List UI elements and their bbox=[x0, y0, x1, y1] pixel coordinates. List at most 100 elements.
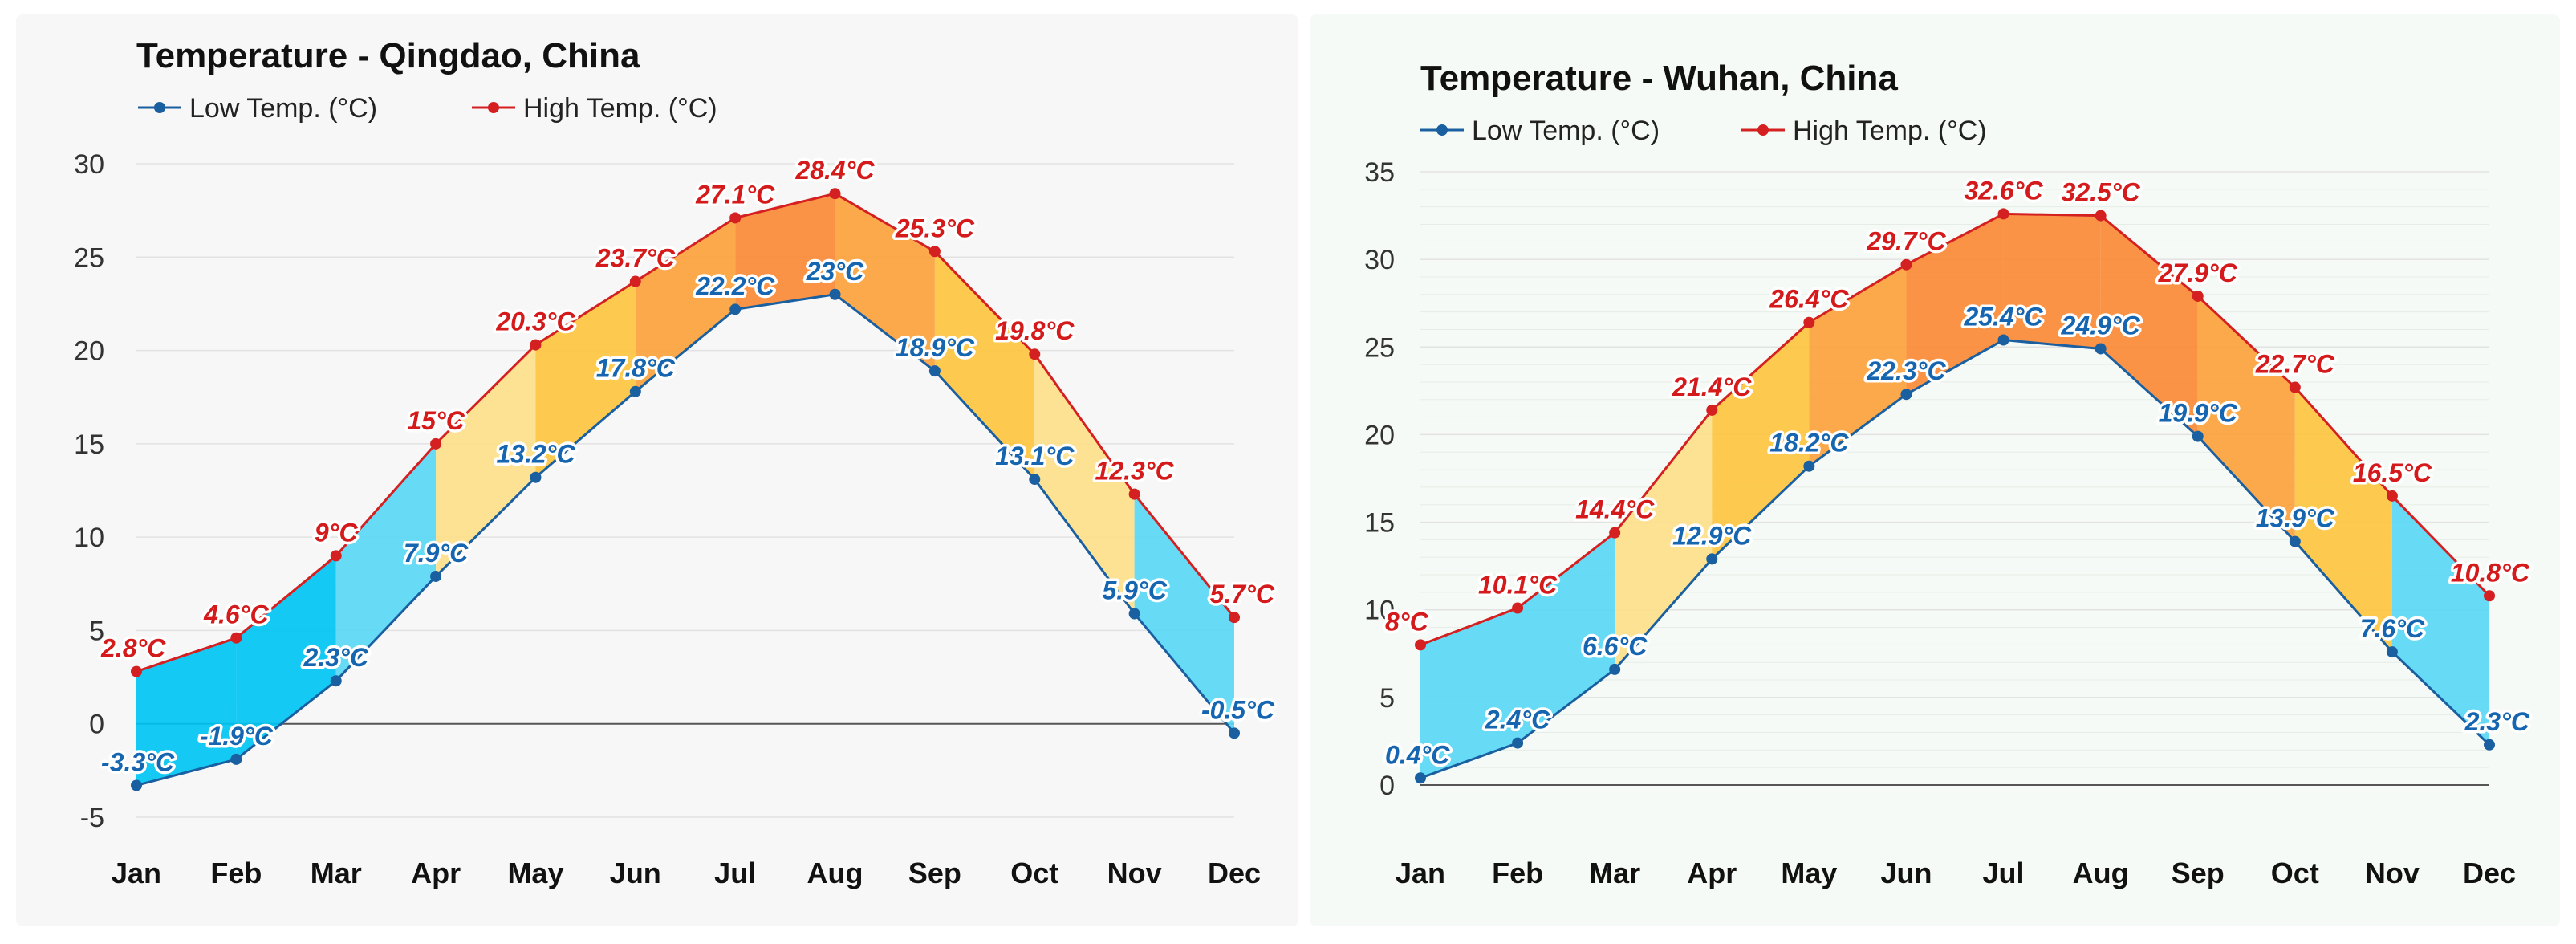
high-label-may: 26.4°C bbox=[1769, 285, 1849, 314]
x-tick-label-sep: Sep bbox=[2172, 857, 2225, 889]
low-point-aug[interactable] bbox=[829, 288, 841, 300]
high-point-apr[interactable] bbox=[430, 437, 442, 450]
legend-high-label[interactable]: High Temp. (°C) bbox=[523, 93, 717, 124]
low-label-oct: 13.9°C bbox=[2256, 504, 2335, 533]
band-segment-aug bbox=[2100, 215, 2198, 437]
low-point-dec[interactable] bbox=[2484, 739, 2495, 751]
low-point-jul[interactable] bbox=[729, 303, 742, 315]
high-label-jul: 32.6°C bbox=[1964, 176, 2043, 205]
y-tick-label: 20 bbox=[74, 336, 104, 367]
high-point-may[interactable] bbox=[1803, 316, 1815, 328]
y-tick-label: 20 bbox=[1364, 420, 1395, 450]
legend-low-label[interactable]: Low Temp. (°C) bbox=[189, 93, 377, 124]
low-point-mar[interactable] bbox=[1609, 663, 1621, 675]
low-point-feb[interactable] bbox=[230, 753, 242, 765]
legend-high-marker-icon bbox=[488, 102, 499, 113]
high-label-mar: 9°C bbox=[315, 518, 359, 547]
high-point-feb[interactable] bbox=[1512, 602, 1524, 614]
high-point-aug[interactable] bbox=[2095, 210, 2107, 222]
high-point-nov[interactable] bbox=[2386, 490, 2398, 502]
x-tick-label-may: May bbox=[507, 857, 563, 889]
low-point-dec[interactable] bbox=[1229, 727, 1240, 739]
y-tick-label: -5 bbox=[80, 803, 104, 833]
chart-wuhan: Temperature - Wuhan, China Low Temp. (°C… bbox=[1364, 59, 2533, 889]
band-segment-jul bbox=[735, 193, 835, 310]
high-point-oct[interactable] bbox=[2289, 381, 2301, 393]
high-point-sep[interactable] bbox=[2192, 290, 2204, 302]
chart-panel-qingdao: Temperature - Qingdao, China Low Temp. (… bbox=[16, 14, 1298, 926]
high-point-jul[interactable] bbox=[729, 212, 742, 224]
low-label-jun: 17.8°C bbox=[596, 354, 676, 383]
high-point-dec[interactable] bbox=[2484, 590, 2495, 602]
y-tick-label: 15 bbox=[74, 429, 104, 460]
high-point-jun[interactable] bbox=[1900, 258, 1912, 271]
high-point-mar[interactable] bbox=[330, 550, 342, 562]
y-tick-label: 10 bbox=[74, 523, 104, 553]
x-tick-label-jan: Jan bbox=[1396, 857, 1445, 889]
x-tick-label-jun: Jun bbox=[1880, 857, 1932, 889]
low-point-jun[interactable] bbox=[1900, 389, 1912, 401]
high-point-jul[interactable] bbox=[1997, 208, 2009, 220]
low-point-apr[interactable] bbox=[430, 570, 442, 582]
x-tick-label-sep: Sep bbox=[908, 857, 961, 889]
low-label-aug: 24.9°C bbox=[2061, 311, 2141, 340]
x-axis: Jan Feb Mar Apr May Jun Jul Aug Sep Oct Nov Dec bbox=[112, 857, 1261, 889]
high-point-nov[interactable] bbox=[1128, 488, 1140, 500]
low-point-sep[interactable] bbox=[2192, 430, 2204, 442]
x-tick-label-apr: Apr bbox=[411, 857, 461, 889]
high-point-jun[interactable] bbox=[629, 275, 641, 287]
legend-low-label[interactable]: Low Temp. (°C) bbox=[1472, 116, 1660, 146]
high-point-apr[interactable] bbox=[1706, 404, 1718, 416]
high-point-oct[interactable] bbox=[1029, 348, 1041, 360]
legend: Low Temp. (°C) High Temp. (°C) bbox=[1420, 116, 1987, 146]
low-point-mar[interactable] bbox=[330, 675, 342, 687]
low-point-aug[interactable] bbox=[2095, 343, 2107, 355]
low-point-apr[interactable] bbox=[1706, 553, 1718, 565]
low-point-jun[interactable] bbox=[629, 385, 641, 397]
x-tick-label-jan: Jan bbox=[112, 857, 161, 889]
high-point-dec[interactable] bbox=[1229, 612, 1240, 624]
high-point-aug[interactable] bbox=[829, 188, 841, 200]
low-label-sep: 18.9°C bbox=[896, 333, 975, 362]
x-tick-label-aug: Aug bbox=[807, 857, 863, 889]
low-point-jan[interactable] bbox=[131, 779, 142, 791]
high-point-mar[interactable] bbox=[1609, 527, 1621, 539]
low-label-mar: 6.6°C bbox=[1583, 632, 1648, 661]
legend-high-label[interactable]: High Temp. (°C) bbox=[1793, 116, 1987, 146]
series-points bbox=[1415, 208, 2495, 784]
high-point-feb[interactable] bbox=[230, 632, 242, 644]
low-point-nov[interactable] bbox=[1128, 608, 1140, 620]
high-label-feb: 10.1°C bbox=[1478, 571, 1558, 600]
low-point-jul[interactable] bbox=[1997, 334, 2009, 346]
low-label-feb: -1.9°C bbox=[200, 722, 274, 751]
low-point-jan[interactable] bbox=[1415, 772, 1426, 784]
low-point-may[interactable] bbox=[530, 471, 542, 483]
high-point-sep[interactable] bbox=[928, 246, 941, 258]
band-segment-sep bbox=[934, 251, 1035, 480]
y-tick-label: 30 bbox=[1364, 245, 1395, 275]
band-segment-sep bbox=[2197, 295, 2295, 542]
high-point-jan[interactable] bbox=[131, 665, 142, 677]
high-point-jan[interactable] bbox=[1415, 639, 1426, 651]
low-point-may[interactable] bbox=[1803, 460, 1815, 472]
y-tick-label: 30 bbox=[74, 149, 104, 180]
temperature-bands bbox=[1420, 214, 2489, 779]
x-tick-label-dec: Dec bbox=[2463, 857, 2516, 889]
low-point-feb[interactable] bbox=[1512, 737, 1524, 749]
high-label-aug: 28.4°C bbox=[794, 156, 875, 185]
low-label-apr: 7.9°C bbox=[404, 539, 469, 568]
high-point-may[interactable] bbox=[530, 339, 542, 351]
chart-panel-wuhan: Temperature - Wuhan, China Low Temp. (°C… bbox=[1310, 14, 2560, 926]
x-tick-label-dec: Dec bbox=[1208, 857, 1261, 889]
x-tick-label-oct: Oct bbox=[2271, 857, 2319, 889]
low-point-sep[interactable] bbox=[928, 365, 941, 377]
band-segment-jun bbox=[1906, 214, 2004, 395]
low-point-oct[interactable] bbox=[1029, 474, 1041, 486]
high-label-nov: 12.3°C bbox=[1095, 457, 1175, 486]
low-point-nov[interactable] bbox=[2386, 646, 2398, 658]
band-segment-jan bbox=[136, 637, 237, 786]
high-label-sep: 25.3°C bbox=[895, 214, 975, 242]
legend-low-marker-icon bbox=[1436, 124, 1448, 136]
low-label-jul: 22.2°C bbox=[695, 271, 775, 300]
low-point-oct[interactable] bbox=[2289, 535, 2301, 547]
